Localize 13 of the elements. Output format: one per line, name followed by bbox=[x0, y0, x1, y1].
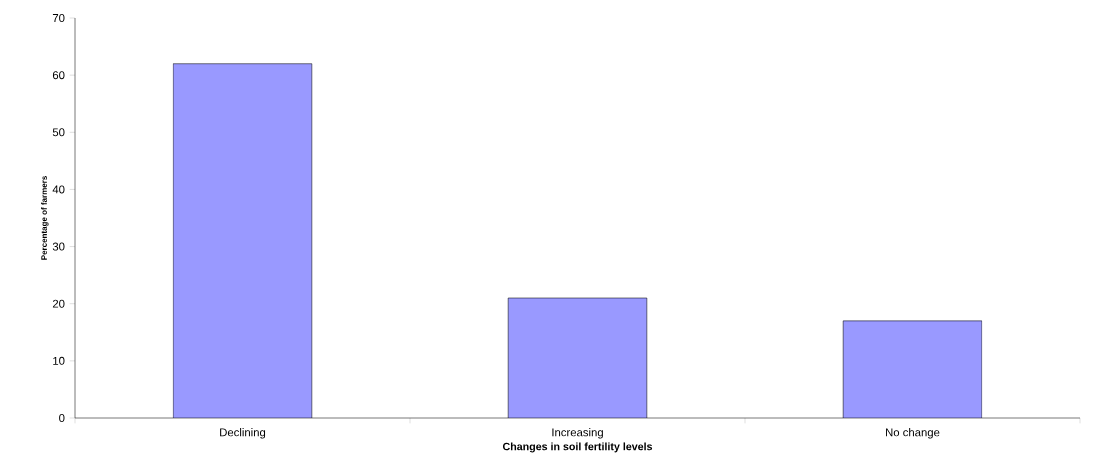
x-tick-label: Increasing bbox=[552, 428, 603, 439]
y-tick-label: 50 bbox=[52, 128, 65, 137]
x-tick-label: Declining bbox=[220, 428, 266, 439]
y-tick-label: 0 bbox=[59, 414, 65, 423]
y-tick-label: 30 bbox=[52, 242, 65, 251]
y-tick-label: 40 bbox=[52, 185, 65, 194]
y-tick-label: 60 bbox=[52, 71, 65, 80]
y-tick-label: 10 bbox=[53, 356, 65, 365]
y-axis-title: Percentage of farmers bbox=[41, 176, 49, 260]
y-tick-label: 70 bbox=[52, 14, 65, 23]
x-tick-label: No change bbox=[886, 428, 940, 439]
y-tick-label: 20 bbox=[52, 299, 65, 308]
x-axis-title: Changes in soil fertility levels bbox=[502, 442, 653, 453]
